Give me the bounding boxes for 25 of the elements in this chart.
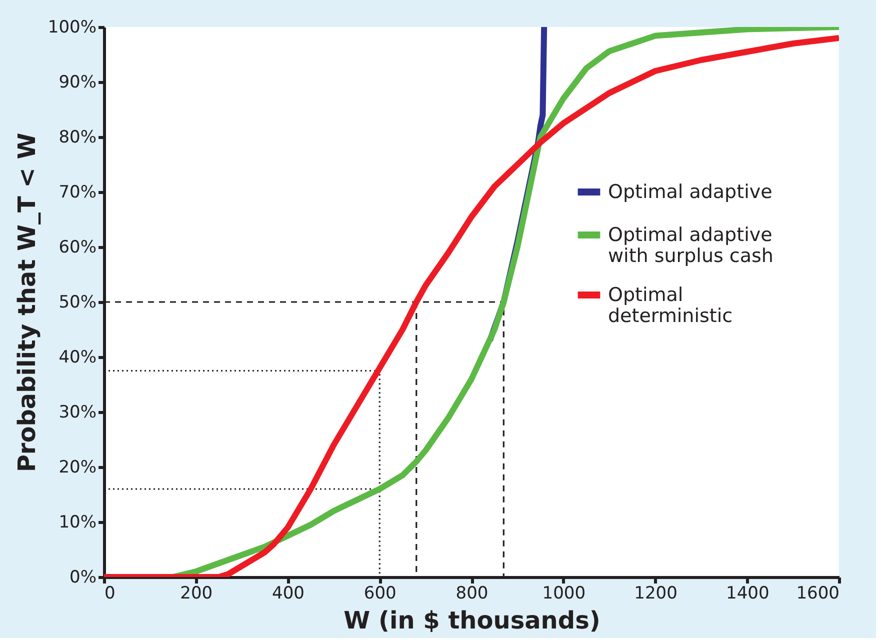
x-tick-label: 800 xyxy=(456,584,488,604)
legend-label: Optimal adaptive xyxy=(608,181,772,203)
y-tick-label: 70% xyxy=(58,182,96,202)
x-tick-label: 1000 xyxy=(542,584,586,604)
x-tick-label: 1400 xyxy=(726,584,770,604)
y-tick-label: 30% xyxy=(58,402,96,422)
y-tick-label: 80% xyxy=(58,128,96,148)
y-tick-label: 10% xyxy=(58,512,96,532)
legend-label: Optimal deterministic xyxy=(608,284,733,327)
y-tick-label: 50% xyxy=(58,292,96,312)
y-tick-label: 40% xyxy=(58,348,96,368)
x-axis-title: W (in $ thousands) xyxy=(344,606,600,634)
y-tick-label: 0% xyxy=(70,568,96,588)
x-tick-label: 0 xyxy=(104,584,116,604)
x-tick-label: 1200 xyxy=(634,584,678,604)
x-tick-label: 400 xyxy=(272,584,304,604)
x-tick-label: 1600 xyxy=(796,584,840,604)
y-axis-title: Probability that W_T < W xyxy=(12,132,41,472)
y-tick-label: 90% xyxy=(58,72,96,92)
legend-label: Optimal adaptive with surplus cash xyxy=(608,224,774,267)
y-tick-label: 20% xyxy=(58,458,96,478)
x-tick-label: 200 xyxy=(180,584,213,604)
y-tick-label: 100% xyxy=(48,18,96,38)
y-tick-label: 60% xyxy=(58,238,96,258)
x-tick-label: 600 xyxy=(364,584,396,604)
